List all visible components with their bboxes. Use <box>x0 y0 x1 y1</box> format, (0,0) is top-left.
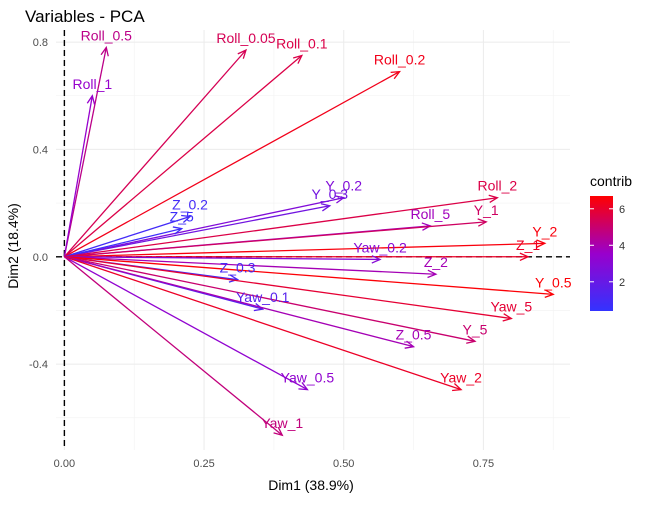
arrow-Yaw_5 <box>64 256 512 320</box>
label-Y_0.3: Y_0.3 <box>311 186 348 202</box>
legend: contrib 2 4 6 <box>590 173 632 311</box>
arrowhead-Z_0.3 <box>228 274 240 283</box>
arrowhead-Yaw_0.5 <box>298 382 309 391</box>
y-tick-label: -0.4 <box>29 359 48 371</box>
arrowhead-Yaw_5 <box>502 313 513 322</box>
arrowhead-Yaw_1 <box>273 426 284 437</box>
y-axis-label: Dim2 (18.4%) <box>5 203 21 289</box>
variable-arrows <box>63 45 555 437</box>
arrowhead-Roll_0.1 <box>293 54 304 64</box>
arrowhead-Yaw_2 <box>452 383 463 392</box>
arrow-Y_0.3 <box>64 205 330 258</box>
arrowhead-Roll_2 <box>488 194 499 204</box>
label-Roll_1: Roll_1 <box>72 76 112 92</box>
arrowhead-Roll_0.2 <box>390 70 401 80</box>
arrow-Roll_0.2 <box>64 71 400 258</box>
label-Yaw_0.2: Yaw_0.2 <box>353 239 407 255</box>
label-Yaw_2: Yaw_2 <box>440 370 482 386</box>
label-Yaw_1: Yaw_1 <box>261 415 303 431</box>
arrowhead-Yaw_0.1 <box>253 302 265 312</box>
legend-colorbar <box>590 196 613 311</box>
legend-tick-label: 4 <box>619 240 625 252</box>
label-Y_0.2: Y_0.2 <box>325 178 362 194</box>
label-Roll_0.1: Roll_0.1 <box>276 35 328 51</box>
arrow-Yaw_2 <box>64 256 462 391</box>
arrowhead-Y_5 <box>466 335 477 344</box>
x-tick-label: 0.75 <box>473 458 494 470</box>
label-Yaw_5: Yaw_5 <box>490 298 532 314</box>
arrow-Y_0.5 <box>64 256 554 295</box>
arrow-Yaw_0.2 <box>64 256 381 261</box>
arrow-Yaw_0.5 <box>64 256 308 391</box>
arrowhead-Roll_0.5 <box>100 45 109 57</box>
arrowhead-Yaw_0.2 <box>371 255 382 264</box>
arrow-Y_2 <box>64 242 545 258</box>
arrowhead-Z_0.5 <box>404 340 416 349</box>
label-Roll_5: Roll_5 <box>410 206 450 222</box>
arrowhead-Z_5 <box>172 226 184 235</box>
arrowhead-Z_2 <box>427 269 438 279</box>
y-tick-label: 0.4 <box>33 144 48 156</box>
arrow-Y_1 <box>64 221 487 258</box>
label-Roll_2: Roll_2 <box>478 178 518 194</box>
label-Roll_0.05: Roll_0.05 <box>216 30 275 46</box>
arrowhead-Y_0.2 <box>334 195 346 204</box>
x-axis-label: Dim1 (38.9%) <box>268 477 354 493</box>
arrowhead-Z_1 <box>519 252 530 262</box>
arrow-Z_0.2 <box>64 215 191 258</box>
arrow-Y_5 <box>64 256 476 342</box>
arrow-Roll_0.05 <box>63 49 247 258</box>
label-Yaw_0.1: Yaw_0.1 <box>236 289 290 305</box>
x-tick-label: 0.00 <box>54 458 75 470</box>
label-Z_0.5: Z_0.5 <box>396 327 432 343</box>
variable-labels: Roll_0.5 Roll_1 Roll_0.05 Roll_0.1 Roll_0.2 Y… <box>72 27 571 431</box>
chart-title: Variables - PCA <box>25 7 145 26</box>
label-Z_0.3: Z_0.3 <box>220 260 256 276</box>
arrow-Z_0.5 <box>64 256 414 348</box>
arrow-Z_2 <box>64 256 436 275</box>
legend-tick-label: 6 <box>619 204 625 216</box>
arrowhead-Y_0.3 <box>320 203 332 212</box>
arrowhead-Roll_0.05 <box>237 48 248 59</box>
legend-ticks: 2 4 6 <box>590 204 625 289</box>
legend-tick-label: 2 <box>619 277 625 289</box>
label-Roll_0.5: Roll_0.5 <box>81 27 133 43</box>
axes: 0.00 0.25 0.50 0.75 -0.4 0.0 0.4 0.8 <box>29 37 494 470</box>
label-Z_2: Z_2 <box>424 254 448 270</box>
label-Y_0.5: Y_0.5 <box>535 274 572 290</box>
arrow-Z_5 <box>64 227 182 258</box>
arrowhead-Y_1 <box>477 218 488 227</box>
arrow-Y_0.2 <box>64 197 344 258</box>
label-Z_0.2: Z_0.2 <box>172 197 208 213</box>
legend-title: contrib <box>590 173 632 189</box>
arrowhead-Roll_1 <box>86 94 96 105</box>
label-Roll_0.2: Roll_0.2 <box>374 52 426 68</box>
label-Z_5: Z_5 <box>170 209 194 225</box>
x-tick-label: 0.25 <box>193 458 214 470</box>
arrow-Roll_1 <box>63 95 93 257</box>
label-Yaw_0.5: Yaw_0.5 <box>281 370 335 386</box>
arrowhead-Z_0.2 <box>181 214 192 224</box>
arrow-Roll_0.5 <box>63 47 107 257</box>
arrowhead-Y_2 <box>536 239 547 248</box>
y-tick-label: 0.8 <box>33 37 48 49</box>
x-tick-label: 0.50 <box>333 458 354 470</box>
arrow-Roll_0.1 <box>63 54 303 258</box>
arrow-Roll_2 <box>64 197 498 258</box>
label-Y_2: Y_2 <box>532 223 557 239</box>
arrow-Yaw_1 <box>63 256 283 436</box>
label-Z_1: Z_1 <box>516 237 540 253</box>
label-Y_5: Y_5 <box>463 321 488 337</box>
y-tick-label: 0.0 <box>33 252 48 264</box>
arrowhead-Y_0.5 <box>544 289 555 298</box>
label-Y_1: Y_1 <box>474 202 499 218</box>
